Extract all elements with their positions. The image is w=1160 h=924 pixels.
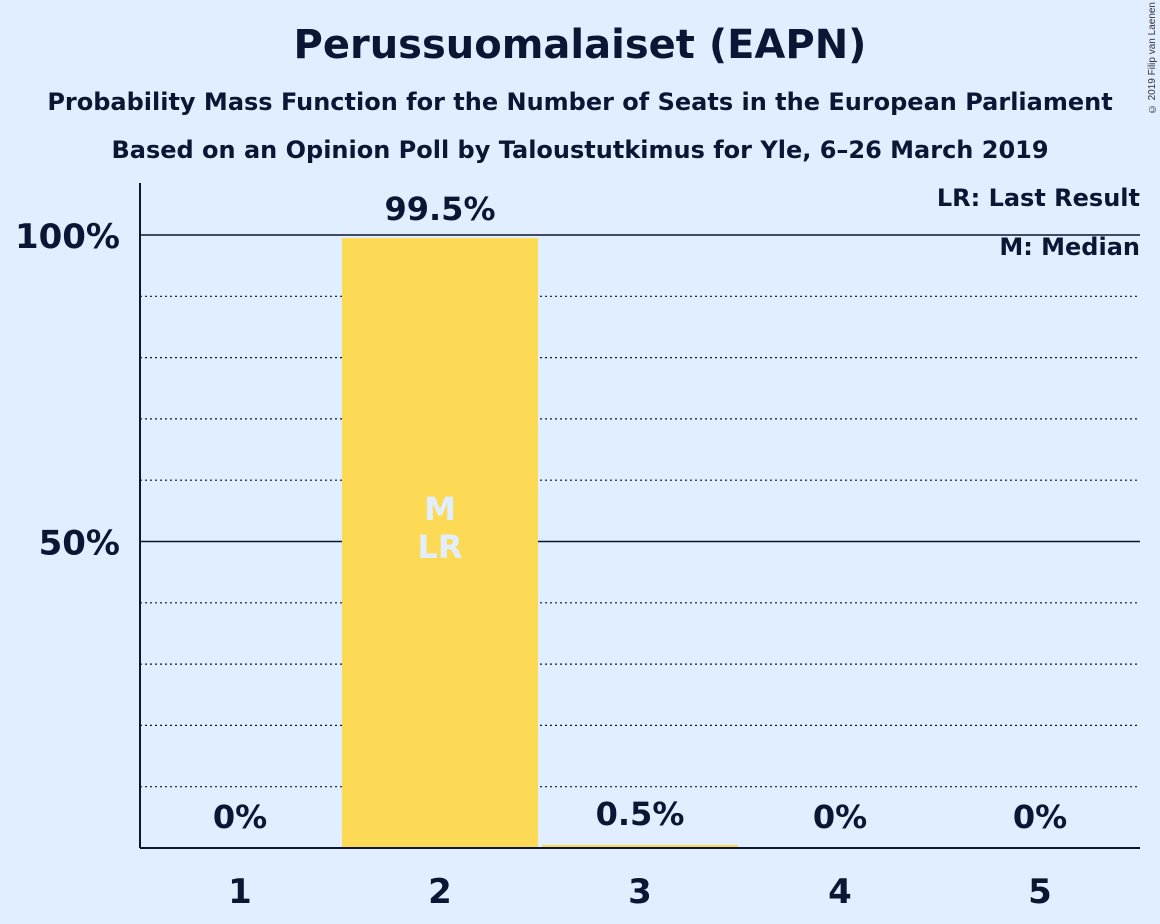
x-tick-label: 5 bbox=[1028, 872, 1052, 912]
y-tick-label: 50% bbox=[39, 524, 120, 564]
bar bbox=[542, 844, 738, 848]
y-tick-label: 100% bbox=[15, 217, 120, 257]
median-last-result-marker: LR bbox=[417, 528, 462, 566]
bar bbox=[342, 238, 538, 848]
legend-last-result: LR: Last Result bbox=[936, 184, 1140, 212]
x-tick-label: 2 bbox=[428, 872, 452, 912]
data-label: 0% bbox=[213, 798, 267, 836]
x-tick-label: 4 bbox=[828, 872, 852, 912]
chart-subtitle: Probability Mass Function for the Number… bbox=[47, 88, 1113, 116]
data-label: 0% bbox=[1013, 798, 1067, 836]
x-tick-label: 1 bbox=[228, 872, 252, 912]
legend-median: M: Median bbox=[999, 233, 1140, 261]
data-label: 99.5% bbox=[384, 190, 495, 228]
x-tick-label: 3 bbox=[628, 872, 652, 912]
chart-title: Perussuomalaiset (EAPN) bbox=[293, 22, 867, 68]
data-label: 0.5% bbox=[596, 795, 685, 833]
chart-subtitle-source: Based on an Opinion Poll by Taloustutkim… bbox=[111, 136, 1049, 164]
median-last-result-marker: M bbox=[424, 490, 456, 528]
data-label: 0% bbox=[813, 798, 867, 836]
